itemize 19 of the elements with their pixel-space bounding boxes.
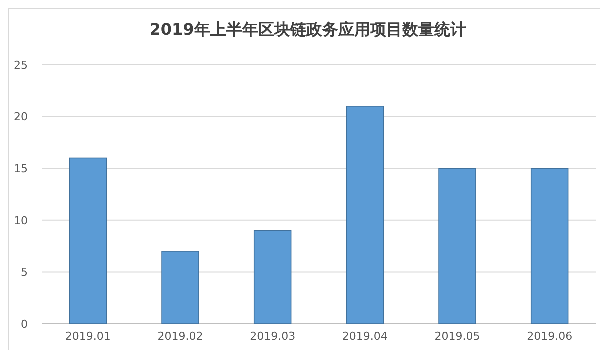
bar [254, 230, 292, 324]
bar [438, 168, 476, 324]
x-tick-label: 2019.01 [65, 330, 111, 343]
y-tick-label: 0 [21, 318, 28, 331]
bar [162, 251, 200, 324]
y-tick-label: 20 [14, 110, 28, 124]
x-tick-label: 2019.02 [158, 330, 204, 343]
y-tick-label: 5 [21, 266, 28, 280]
x-tick-label: 2019.03 [250, 330, 296, 343]
y-tick-label: 10 [14, 214, 28, 228]
x-tick-label: 2019.04 [342, 330, 388, 343]
chart-title: 2019年上半年区块链政务应用项目数量统计 [150, 20, 466, 39]
bar [530, 168, 569, 324]
y-tick-label: 25 [14, 58, 28, 72]
x-tick-label: 2019.05 [434, 330, 480, 343]
bar [346, 106, 384, 324]
x-tick-label: 2019.06 [527, 330, 573, 343]
y-tick-label: 15 [14, 162, 28, 176]
bar [69, 158, 108, 324]
